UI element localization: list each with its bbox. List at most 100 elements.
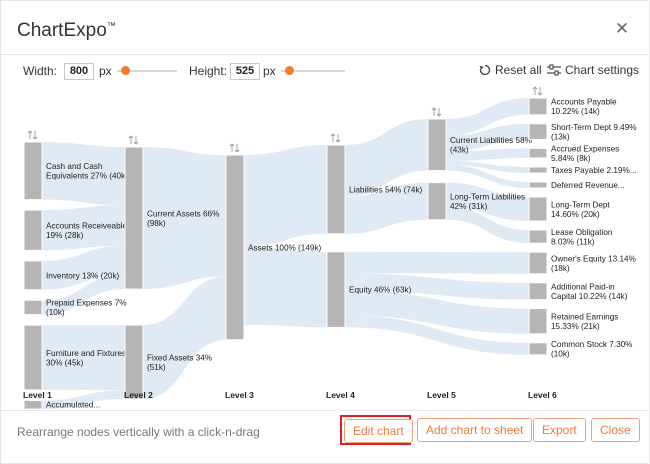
sort-arrows-icon[interactable]	[532, 86, 543, 96]
chart-settings-label: Chart settings	[565, 63, 640, 77]
sankey-node-label: Accrued Expenses 5.84% (8k)	[551, 144, 619, 163]
sankey-node-label: Lease Obligation 8.03% (11k)	[551, 228, 613, 247]
sankey-link	[42, 205, 125, 251]
add-chart-to-sheet-button[interactable]: Add chart to sheet	[417, 418, 533, 442]
sankey-link	[42, 245, 125, 290]
level-label: Level 4	[326, 390, 355, 400]
sankey-link	[143, 276, 226, 400]
width-input[interactable]: 800	[64, 63, 94, 80]
width-slider-handle[interactable]	[121, 66, 130, 75]
level-label: Level 3	[225, 390, 254, 400]
sankey-node-label: Prepaid Expenses 7% (10k)	[46, 299, 127, 318]
sankey-node-apic[interactable]	[528, 282, 548, 301]
reset-icon	[479, 64, 491, 76]
sankey-node-defrev[interactable]	[528, 181, 548, 189]
sankey-link	[345, 315, 529, 355]
sankey-node-cur_assets[interactable]	[124, 146, 144, 290]
sankey-link	[446, 148, 529, 161]
sankey-node-label: Inventory 13% (20k)	[46, 271, 120, 280]
sankey-link	[446, 206, 529, 244]
sankey-link	[345, 119, 428, 197]
sankey-node-label: Taxes Payable 2.19%...	[551, 166, 637, 175]
sankey-node-liab[interactable]	[326, 144, 346, 235]
sankey-node-accum[interactable]	[23, 399, 43, 410]
sankey-link	[42, 390, 125, 410]
height-slider-track[interactable]	[281, 70, 345, 72]
sankey-node-re[interactable]	[528, 308, 548, 335]
sankey-node-label: Assets 100% (149k)	[248, 243, 322, 252]
sankey-node-prepaid[interactable]	[23, 299, 43, 316]
sankey-node-label: Equity 46% (63k)	[349, 286, 412, 295]
sankey-node-lease[interactable]	[528, 229, 548, 244]
height-slider-handle[interactable]	[285, 66, 294, 75]
sankey-node-lt_liab[interactable]	[427, 182, 447, 221]
reset-all-button[interactable]: Reset all	[479, 63, 542, 77]
sankey-node-label: Accounts Receiveable 19% (28k)	[46, 222, 127, 241]
close-icon[interactable]: ✕	[614, 19, 630, 38]
sankey-node-fixed_assets[interactable]	[124, 324, 144, 400]
chart-settings-button[interactable]: Chart settings	[547, 63, 639, 77]
sankey-node-tax[interactable]	[528, 166, 548, 174]
sankey-node-equity[interactable]	[326, 251, 346, 328]
level-label: Level 1	[23, 390, 52, 400]
app-title: ChartExpo™	[17, 20, 116, 41]
sankey-link	[143, 147, 226, 290]
sankey-node-furn[interactable]	[23, 324, 43, 391]
sankey-node-cash[interactable]	[23, 141, 43, 201]
close-button[interactable]: Close	[591, 418, 640, 442]
sankey-node-label: Owner's Equity 13.14% (18k)	[551, 254, 636, 273]
sankey-links	[42, 98, 529, 410]
reset-all-label: Reset all	[495, 63, 542, 77]
sankey-node-label: Cash and Cash Equivalents 27% (40k)	[46, 162, 128, 181]
trademark-symbol: ™	[106, 20, 116, 31]
sankey-node-label: Long-Term Liabilities 42% (31k)	[450, 192, 525, 211]
sankey-link	[345, 182, 428, 234]
sankey-link	[42, 142, 125, 205]
sort-arrows-icon[interactable]	[128, 135, 139, 145]
level-label: Level 6	[528, 390, 557, 400]
sankey-node-cs[interactable]	[528, 342, 548, 356]
edit-chart-button[interactable]: Edit chart	[344, 419, 413, 443]
sankey-link	[244, 246, 327, 328]
sankey-link	[345, 251, 529, 274]
sort-arrows-icon[interactable]	[330, 133, 341, 143]
height-input[interactable]: 525	[230, 63, 260, 80]
reorder-arrows	[27, 86, 543, 153]
level-label: Level 5	[427, 390, 456, 400]
sankey-nodes: Cash and Cash Equivalents 27% (40k) Accoun…	[23, 97, 637, 410]
sankey-link	[446, 161, 529, 173]
sankey-node-ar[interactable]	[23, 209, 43, 251]
sankey-node-label: Accounts Payable 10.22% (14k)	[551, 98, 617, 117]
width-slider-track[interactable]	[117, 70, 177, 72]
sankey-node-label: Common Stock 7.30% (10k)	[551, 340, 632, 359]
sankey-node-label: Current Assets 66% (98k)	[147, 209, 219, 228]
title-bar: ChartExpo™ ✕	[1, 1, 649, 55]
sankey-node-label: Current Liabilities 58% (43k)	[450, 136, 532, 155]
level-label: Level 2	[124, 390, 153, 400]
sankey-node-oeq[interactable]	[528, 251, 548, 275]
sankey-node-label: Furniture and Fixtures 30% (45k)	[46, 349, 126, 368]
export-button[interactable]: Export	[533, 418, 586, 442]
sankey-node-label: Liabilities 54% (74k)	[349, 185, 423, 194]
sankey-link	[446, 123, 529, 152]
sankey-node-std[interactable]	[528, 123, 548, 140]
sankey-chart: Cash and Cash Equivalents 27% (40k) Accoun…	[23, 86, 637, 410]
sankey-node-label: Long-Term Dept 14.60% (20k)	[551, 200, 610, 219]
sort-arrows-icon[interactable]	[27, 130, 38, 140]
sankey-node-ap[interactable]	[528, 97, 548, 116]
sankey-link	[42, 325, 125, 391]
sankey-link	[446, 182, 529, 221]
sankey-node-ltd[interactable]	[528, 196, 548, 222]
sankey-link	[446, 164, 529, 188]
width-label: Width:	[23, 64, 58, 78]
sort-arrows-icon[interactable]	[431, 107, 442, 117]
sankey-node-inv[interactable]	[23, 260, 43, 291]
sort-arrows-icon[interactable]	[229, 143, 240, 153]
sankey-link	[42, 274, 125, 315]
sankey-node-assets[interactable]	[225, 154, 245, 341]
sankey-node-accr[interactable]	[528, 147, 548, 159]
level-labels: Level 1 Level 2 Level 3 Level 4 Level 5 Level…	[23, 390, 557, 400]
settings-sliders-icon	[547, 64, 561, 76]
sankey-node-cur_liab[interactable]	[427, 118, 447, 172]
